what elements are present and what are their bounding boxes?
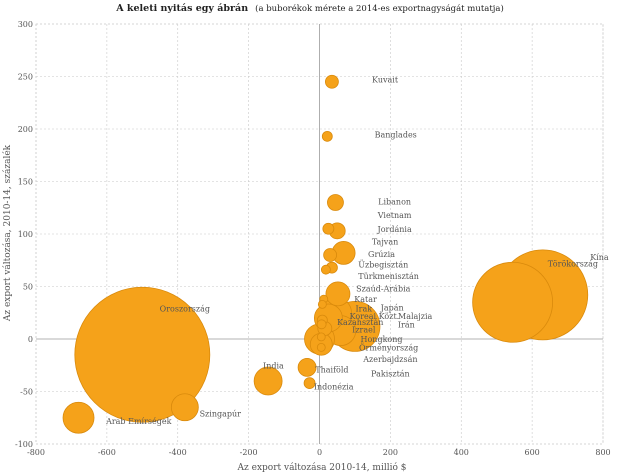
bubble — [317, 299, 327, 309]
bubble — [327, 194, 344, 211]
bubble-label: Irán — [398, 320, 415, 329]
y-axis-label: Az export változása, 2010-14, százalék — [2, 144, 13, 322]
bubble — [170, 393, 199, 422]
bubble-label: Türkmenisztán — [358, 272, 419, 281]
bubble — [316, 319, 327, 330]
bubble-label: Kína — [590, 253, 609, 262]
bubble — [325, 281, 351, 307]
bubble-label: Koreai Közt. — [350, 312, 400, 321]
x-tick-label: -600 — [98, 448, 116, 457]
bubble-label: Arab Emírségek — [105, 417, 172, 426]
y-tick-label: 200 — [18, 125, 33, 134]
bubble — [316, 332, 326, 342]
bubble-label: Libanon — [378, 197, 411, 206]
bubble — [303, 377, 316, 390]
bubble — [253, 366, 283, 396]
x-tick-label: 600 — [524, 448, 539, 457]
x-tick-label: -200 — [240, 448, 258, 457]
bubble-label: Jordánia — [377, 225, 412, 234]
bubble-label: Indonézia — [314, 382, 354, 391]
bubble-label: Hongkong — [361, 335, 403, 344]
bubble-label: Izrael — [352, 326, 376, 335]
bubble-label: Szingapúr — [200, 410, 242, 419]
bubble — [321, 130, 333, 142]
bubble — [297, 357, 317, 377]
bubbles — [62, 74, 589, 434]
bubble-label: Irak — [355, 305, 372, 314]
y-tick-label: 100 — [18, 230, 33, 239]
y-tick-label: 150 — [18, 178, 33, 187]
bubble-label: Oroszország — [160, 305, 210, 314]
bubble — [325, 74, 339, 89]
x-tick-label: 0 — [317, 448, 322, 457]
chart-title: A keleti nyitás egy ábrán (a buborékok m… — [115, 0, 504, 15]
x-tick-label: 400 — [454, 448, 469, 457]
bubble — [74, 286, 211, 423]
bubble-label: Thaiföld — [315, 365, 348, 374]
bubble-label: Kuvait — [372, 76, 399, 85]
bubble — [320, 264, 331, 275]
y-tick-label: 0 — [28, 335, 33, 344]
bubble-label: Örményország — [359, 343, 418, 352]
x-tick-label: -800 — [27, 448, 45, 457]
y-tick-label: 300 — [18, 20, 33, 29]
y-tick-label: -100 — [15, 440, 33, 449]
bubble — [62, 401, 95, 434]
bubble-label: Banglades — [375, 130, 417, 139]
bubble-label: Törökország — [548, 259, 598, 268]
x-tick-label: -400 — [169, 448, 187, 457]
bubble — [323, 248, 338, 262]
bubble-label: Katar — [354, 295, 377, 304]
bubble-label: India — [263, 361, 284, 370]
bubble-label: Tajvan — [372, 237, 398, 246]
bubble-label: Azerbajdzsán — [362, 355, 417, 364]
axes: -800 -600 -400 -200 0 200 400 600 800 -100 -50 0 50 1… — [15, 20, 611, 457]
bubble-label: Malajzia — [398, 312, 433, 321]
bubble-label: Pakisztán — [371, 370, 410, 379]
x-tick-label: 200 — [383, 448, 398, 457]
y-tick-label: 50 — [23, 283, 33, 292]
bubble-label: Szaúd-Arábia — [356, 285, 410, 294]
bubble-label: Vietnam — [377, 211, 412, 220]
bubble — [316, 342, 326, 352]
bubble-label: Kazahsztán — [337, 318, 383, 327]
x-axis-label: Az export változása 2010-14, millió $ — [237, 462, 407, 473]
bubble-label: Üzbegisztán — [358, 260, 408, 269]
bubble-label: Grúzia — [368, 250, 395, 259]
y-tick-label: 250 — [18, 73, 33, 82]
bubble-label: Japán — [380, 304, 404, 313]
x-tick-label: 800 — [595, 448, 610, 457]
bubble — [472, 261, 554, 343]
bubble — [322, 222, 335, 235]
y-tick-label: -50 — [20, 388, 33, 397]
